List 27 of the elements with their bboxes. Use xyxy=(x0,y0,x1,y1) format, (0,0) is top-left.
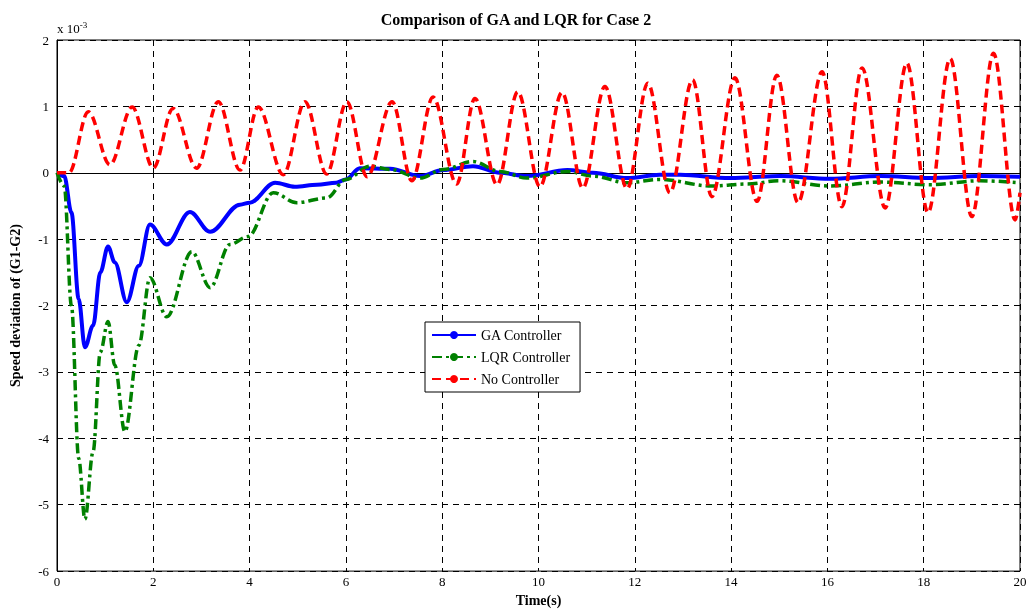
line-series xyxy=(55,51,1022,222)
legend-label: LQR Controller xyxy=(481,349,571,365)
y-tick-label: 1 xyxy=(42,98,49,114)
y-tick-label: -1 xyxy=(38,231,49,247)
legend-label: No Controller xyxy=(481,371,560,387)
y-tick-label: -6 xyxy=(38,563,50,579)
x-axis-title: Time(s) xyxy=(515,592,562,609)
x-tick-label: 6 xyxy=(342,574,350,590)
y-tick-label: -3 xyxy=(38,364,49,380)
legend-label: GA Controller xyxy=(481,327,562,343)
y-tick-label: 2 xyxy=(42,32,49,48)
y-tick-label: -5 xyxy=(38,497,49,513)
x-tick-label: 12 xyxy=(628,574,642,590)
x-tick-label: 14 xyxy=(724,574,739,590)
x-tick-label: 10 xyxy=(532,574,545,590)
x-tick-label: 16 xyxy=(820,574,835,590)
y-tick-label: -2 xyxy=(38,298,49,314)
y-tick-label: -4 xyxy=(38,430,50,446)
x-tick-label: 18 xyxy=(917,574,931,590)
chart-title: Comparison of GA and LQR for Case 2 xyxy=(380,10,652,29)
x-tick-label: 8 xyxy=(438,574,446,590)
x-tick-label: 20 xyxy=(1013,574,1027,590)
x-tick-label: 4 xyxy=(246,574,254,590)
x-tick-label: 2 xyxy=(150,574,157,590)
y-tick-label: 0 xyxy=(42,165,49,181)
y-axis-title: Speed deviation of (G1-G2) xyxy=(7,223,24,388)
x-tick-label: 0 xyxy=(53,574,61,590)
